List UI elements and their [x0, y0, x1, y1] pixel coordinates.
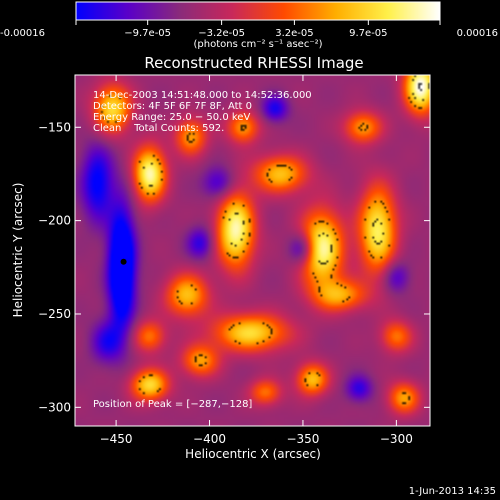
colorbar-ticks: -0.00016 −9.7e-05 −3.2e-05 3.2e-05 9.7e-05 0.… — [0, 20, 498, 39]
x-tick-label: −400 — [193, 432, 226, 446]
footer-date: 1-Jun-2013 14:35 — [409, 486, 496, 497]
chart-title: Reconstructed RHESSI Image — [144, 54, 363, 72]
colorbar-tick-label: 9.7e-05 — [349, 28, 387, 39]
colorbar — [75, 1, 441, 21]
colorbar-tick-label: −9.7e-05 — [124, 28, 171, 39]
y-tick-label: −200 — [38, 214, 71, 228]
colorbar-tick-label: −3.2e-05 — [198, 28, 245, 39]
y-tick-label: −150 — [38, 120, 71, 134]
y-axis-ticks: −300 −250 −200 −150 — [38, 120, 430, 414]
position-marker — [120, 258, 127, 265]
energy-range-annotation: Energy Range: 25.0 − 50.0 keV — [93, 112, 250, 123]
x-tick-label: −350 — [286, 432, 319, 446]
plot-frame — [74, 74, 431, 427]
x-axis-label: Heliocentric X (arcsec) — [185, 447, 321, 461]
peak-position-annotation: Position of Peak = [−287,−128] — [93, 399, 252, 410]
clean-counts-annotation: Clean Total Counts: 592. — [93, 123, 224, 134]
y-tick-label: −250 — [38, 307, 71, 321]
x-axis-ticks: −450 −400 −350 −300 — [100, 75, 413, 446]
y-tick-label: −300 — [38, 400, 71, 414]
detectors-annotation: Detectors: 4F 5F 6F 7F 8F, Att 0 — [93, 101, 252, 112]
y-axis-label: Heliocentric Y (arcsec) — [11, 183, 25, 318]
x-tick-label: −300 — [380, 432, 413, 446]
colorbar-tick-label: 3.2e-05 — [275, 28, 313, 39]
time-range-annotation: 14-Dec-2003 14:51:48.000 to 14:52:36.000 — [93, 90, 312, 101]
colorbar-tick-label: 0.00016 — [457, 28, 498, 39]
colorbar-unit-label: (photons cm⁻² s⁻¹ asec⁻²) — [193, 39, 322, 50]
colorbar-tick-label: -0.00016 — [0, 28, 45, 39]
heatmap-image — [75, 75, 430, 426]
x-tick-label: −450 — [100, 432, 133, 446]
